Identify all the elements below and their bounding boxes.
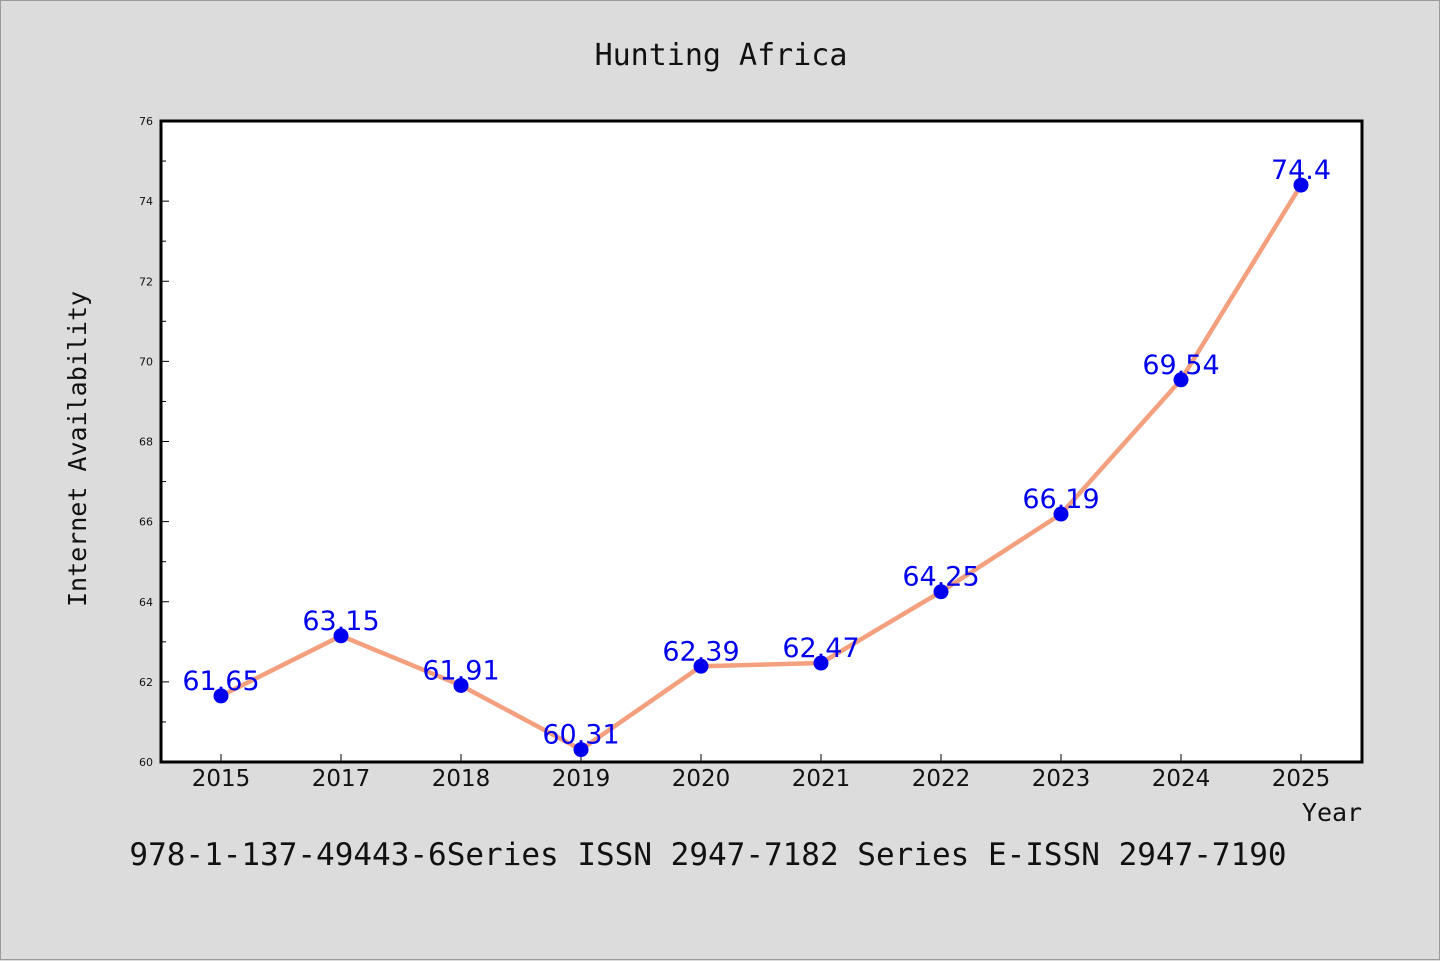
- x-tick-label: 2025: [1272, 766, 1331, 792]
- x-tick-label: 2021: [792, 766, 851, 792]
- y-axis-label: Internet Availability: [63, 291, 92, 607]
- y-tick-label: 64: [139, 596, 153, 609]
- y-tick-label: 74: [139, 195, 153, 208]
- y-tick-label: 68: [139, 436, 153, 449]
- x-axis-label: Year: [1302, 798, 1362, 827]
- x-tick-label: 2023: [1032, 766, 1091, 792]
- data-label: 66.19: [1022, 484, 1099, 515]
- data-label: 62.47: [782, 633, 859, 664]
- series-layer: [213, 177, 1309, 758]
- x-tick-label: 2017: [312, 766, 371, 792]
- y-axis-ticks: 60 62 64 66 68 70 72 74 76: [139, 115, 169, 769]
- data-label: 63.15: [302, 606, 379, 637]
- data-label: 60.31: [542, 720, 619, 751]
- data-point: [453, 677, 469, 693]
- chart-title: Hunting Africa: [595, 38, 848, 73]
- x-tick-label: 2015: [192, 766, 251, 792]
- data-point: [333, 628, 349, 644]
- data-point: [693, 658, 709, 674]
- x-tick-label: 2024: [1152, 766, 1211, 792]
- data-labels: 61.65 63.15 61.91 60.31 62.39 62.47 64.25 66.19…: [182, 155, 1331, 750]
- plot-area: [159, 119, 1364, 764]
- x-tick-label: 2022: [912, 766, 971, 792]
- x-tick-label: 2019: [552, 766, 611, 792]
- y-tick-label: 62: [139, 676, 153, 689]
- x-axis-ticks: 2015 2017 2018 2019 2020 2021 2022 2023 2024 2025: [192, 754, 1331, 792]
- data-label: 74.4: [1271, 155, 1331, 186]
- data-point: [1053, 506, 1069, 522]
- y-tick-label: 70: [139, 355, 153, 368]
- footer-text: 978-1-137-49443-6Series ISSN 2947-7182 S…: [129, 837, 1286, 873]
- y-tick-label: 60: [139, 756, 153, 769]
- data-point: [573, 742, 589, 758]
- y-tick-label: 72: [139, 275, 153, 288]
- data-label: 62.39: [662, 636, 739, 667]
- data-label: 64.25: [902, 562, 979, 593]
- x-tick-label: 2018: [432, 766, 491, 792]
- data-point: [1173, 372, 1189, 388]
- series-line: [218, 182, 1304, 752]
- y-tick-label: 66: [139, 516, 153, 529]
- data-label: 61.91: [422, 655, 499, 686]
- x-tick-label: 2020: [672, 766, 731, 792]
- y-tick-label: 76: [139, 115, 153, 128]
- data-point: [213, 688, 229, 704]
- data-label: 61.65: [182, 666, 259, 697]
- data-point: [1293, 177, 1309, 193]
- data-label: 69.54: [1142, 350, 1219, 381]
- data-point: [933, 584, 949, 600]
- data-point: [813, 655, 829, 671]
